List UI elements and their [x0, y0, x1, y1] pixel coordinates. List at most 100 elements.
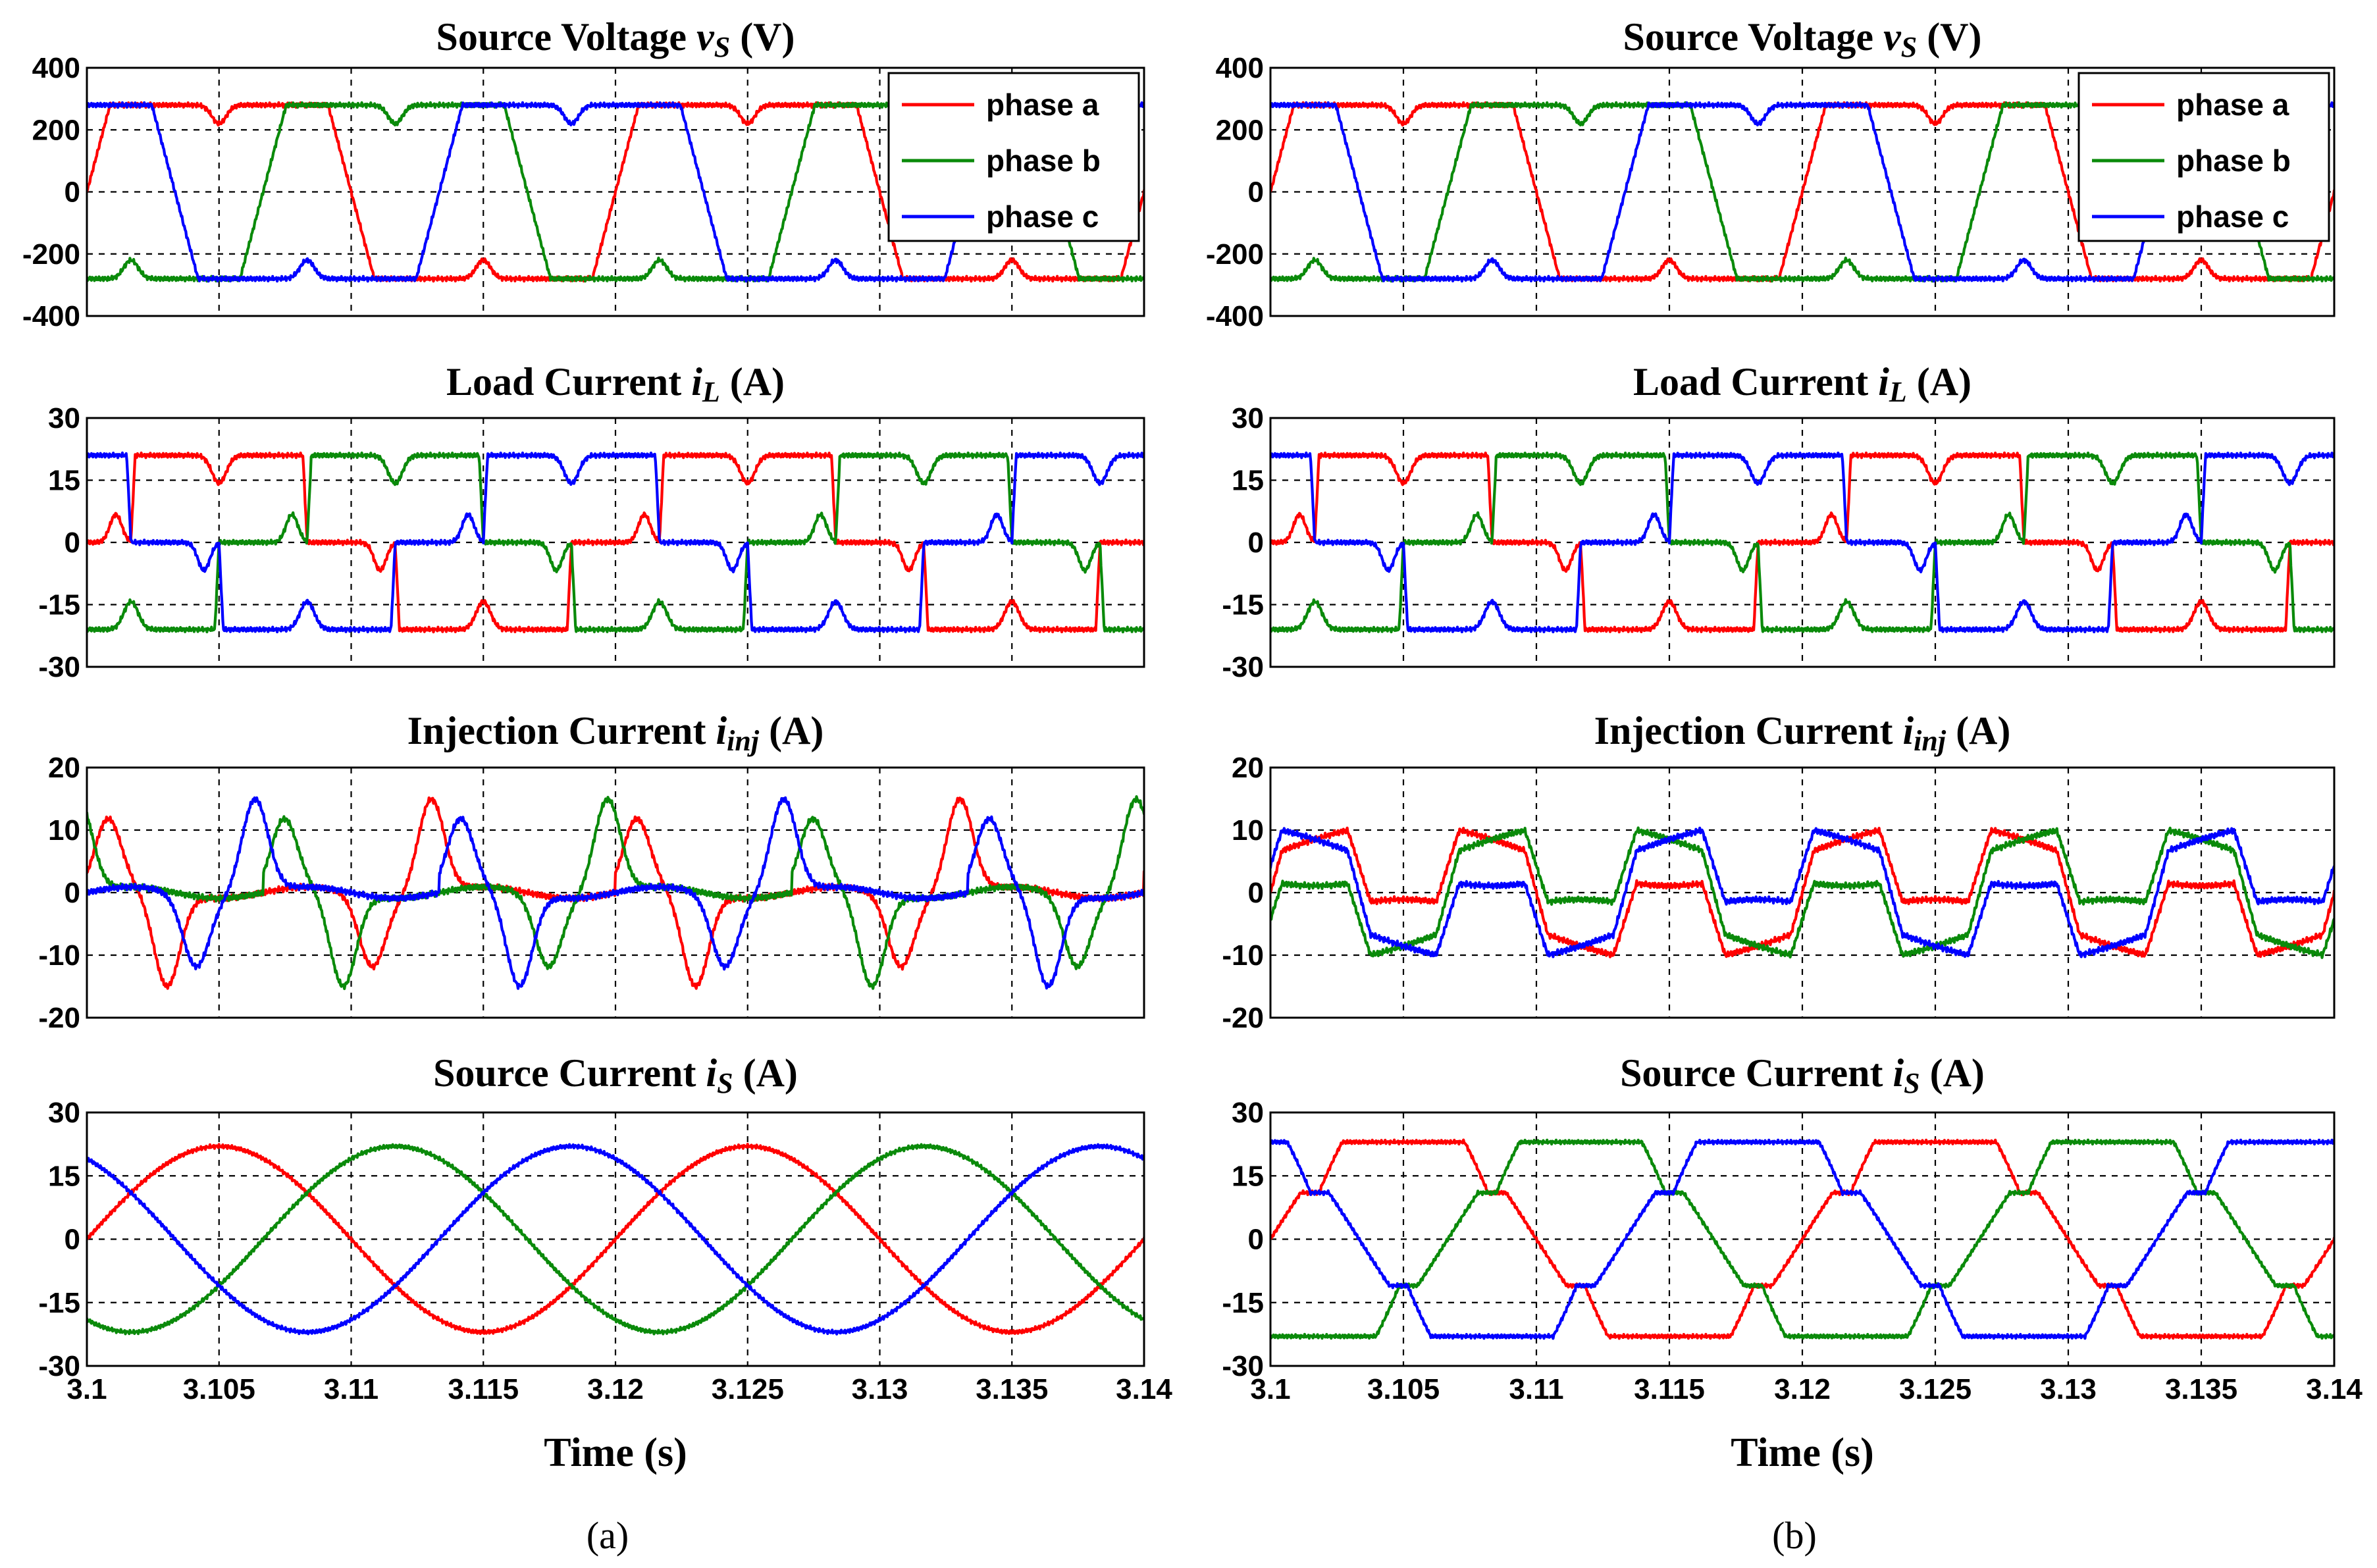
- x-tick-label: 3.12: [587, 1373, 644, 1405]
- title-subscript: inj: [1914, 725, 1946, 757]
- legend-label-phase-c: phase c: [986, 199, 1099, 234]
- title-text: Source Voltage: [1623, 15, 1884, 59]
- plot-frame: [1269, 1111, 2336, 1367]
- y-tick-label: 20: [48, 752, 80, 784]
- y-tick-label: 15: [1232, 1160, 1264, 1192]
- x-tick-label: 3.115: [1634, 1373, 1705, 1405]
- title-unit: (A): [733, 1051, 798, 1095]
- y-tick-label: 0: [65, 1224, 80, 1256]
- title-unit: (A): [1907, 360, 1972, 404]
- panel-b-2: Load Current iL (A) 30 15 0 -15 -30: [1222, 360, 2336, 683]
- title-subscript: S: [1901, 31, 1917, 63]
- title-text: Load Current: [1633, 360, 1878, 404]
- x-tick-label: 3.11: [324, 1373, 379, 1405]
- y-tick-label: 10: [1232, 814, 1264, 847]
- y-tick-label: 0: [1248, 877, 1264, 909]
- title-subscript: L: [1889, 376, 1907, 408]
- y-tick-label: -15: [38, 1287, 80, 1319]
- y-tick-label: 15: [1232, 465, 1264, 497]
- legend-box: [887, 72, 1140, 242]
- plot-frame: [86, 66, 1145, 317]
- title-unit: (A): [759, 709, 823, 752]
- plot-frame: [86, 766, 1145, 1019]
- y-tick-label: 30: [48, 1097, 80, 1129]
- y-tick-label: -15: [38, 589, 80, 621]
- plot-frame: [1269, 766, 2336, 1019]
- panel-title: Source Current iS (A): [1620, 1051, 1985, 1099]
- y-tick-label: -200: [22, 238, 80, 271]
- panel-title: Source Voltage vS (V): [1623, 15, 1982, 63]
- y-tick-label: -200: [1206, 238, 1264, 271]
- panel-b-3: Injection Current iinj (A) 20 10 0 -10 -20: [1222, 709, 2336, 1034]
- series-line-phase-c: [87, 451, 1144, 634]
- x-tick-label: 3.105: [183, 1373, 255, 1405]
- title-subscript: S: [1904, 1067, 1920, 1099]
- panel-title: Source Current iS (A): [433, 1051, 798, 1099]
- panel-a-2: Load Current iL (A) 30 15 0 -15 -30: [38, 360, 1145, 683]
- title-subscript: inj: [727, 725, 760, 757]
- series-line-phase-c: [1270, 1138, 2334, 1340]
- y-tick-label: 0: [1248, 1224, 1264, 1256]
- title-symbol: i: [1893, 1051, 1904, 1095]
- y-tick-label: 200: [32, 114, 80, 146]
- y-tick-label: 400: [32, 52, 80, 84]
- title-text: Source Current: [1620, 1051, 1893, 1095]
- x-tick-label: 3.125: [712, 1373, 784, 1405]
- legend-label-phase-a: phase a: [2176, 88, 2289, 122]
- x-tick-label: 3.13: [2040, 1373, 2097, 1405]
- series-line-phase-a: [1270, 826, 2334, 958]
- y-tick-label: -15: [1222, 589, 1264, 621]
- title-text: Source Current: [433, 1051, 706, 1095]
- panel-a-1: Source Voltage vS (V) 400 200 0 -200 -400 phas…: [22, 15, 1145, 332]
- title-unit: (A): [1920, 1051, 1985, 1095]
- x-tick-label: 3.11: [1509, 1373, 1563, 1405]
- panel-b-4: Source Current iS (A) 30 15 0 -15 -303.1 3.105…: [1222, 1051, 2363, 1557]
- series-line-phase-a: [1270, 1138, 2334, 1340]
- y-tick-label: 200: [1216, 114, 1264, 146]
- y-tick-label: 30: [48, 402, 80, 434]
- legend-box: [2077, 72, 2330, 242]
- plot-frame: [1269, 417, 2336, 668]
- x-tick-label: 3.12: [1774, 1373, 1831, 1405]
- y-tick-label: 0: [1248, 176, 1264, 209]
- y-tick-label: 0: [1248, 527, 1264, 559]
- title-symbol: v: [696, 15, 715, 59]
- y-tick-label: -30: [38, 1350, 80, 1382]
- series-line-phase-c: [87, 1143, 1144, 1336]
- y-tick-label: -30: [1222, 651, 1264, 683]
- title-text: Injection Current: [1594, 709, 1903, 752]
- y-tick-label: 30: [1232, 402, 1264, 434]
- series-line-phase-a: [87, 101, 1144, 283]
- panel-title: Injection Current iinj (A): [1594, 709, 2011, 757]
- title-symbol: i: [1902, 709, 1914, 752]
- title-unit: (V): [1917, 15, 1981, 59]
- y-tick-label: -400: [22, 300, 80, 332]
- series-line-phase-b: [87, 1143, 1144, 1336]
- panel-title: Injection Current iinj (A): [407, 709, 824, 757]
- x-tick-label: 3.115: [448, 1373, 519, 1405]
- x-tick-label: 3.135: [976, 1373, 1048, 1405]
- title-subscript: S: [714, 31, 730, 63]
- y-tick-label: -15: [1222, 1287, 1264, 1319]
- series-line-phase-a: [87, 1143, 1144, 1336]
- y-tick-label: 30: [1232, 1097, 1264, 1129]
- series-line-phase-c: [1270, 451, 2334, 634]
- series-line-phase-c: [87, 796, 1144, 990]
- panel-a-4: Source Current iS (A) 30 15 0 -15 -303.1 3.105…: [38, 1051, 1172, 1557]
- series-line-phase-b: [1270, 826, 2334, 959]
- y-tick-label: 0: [65, 176, 80, 209]
- title-text: Injection Current: [407, 709, 716, 752]
- figure-caption: (a): [587, 1514, 629, 1557]
- title-symbol: v: [1883, 15, 1902, 59]
- y-tick-label: 0: [65, 527, 80, 559]
- x-tick-label: 3.1: [66, 1373, 107, 1405]
- y-tick-label: 15: [48, 1160, 80, 1192]
- plot-frame: [86, 1111, 1145, 1367]
- legend-label-phase-b: phase b: [986, 144, 1101, 178]
- x-tick-label: 3.135: [2165, 1373, 2237, 1405]
- y-tick-label: -20: [38, 1002, 80, 1034]
- x-axis-label: Time (s): [544, 1430, 687, 1475]
- y-tick-label: -30: [1222, 1350, 1264, 1382]
- title-unit: (A): [720, 360, 785, 404]
